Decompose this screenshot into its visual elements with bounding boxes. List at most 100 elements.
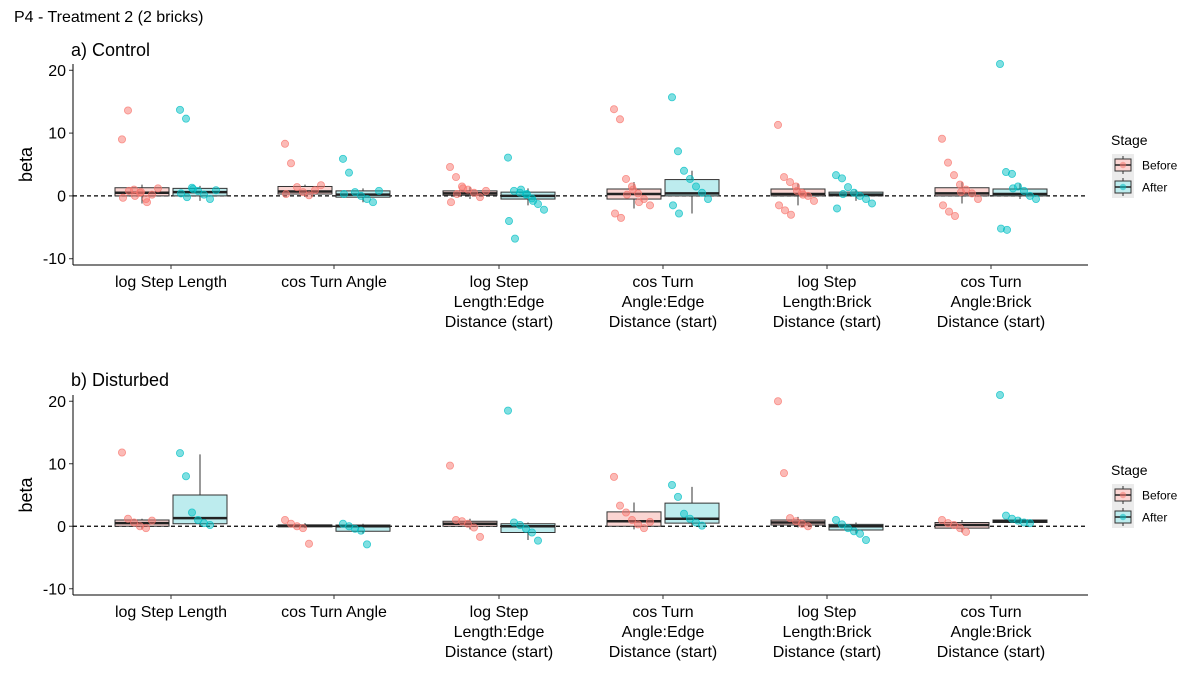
x-tick-label: log Step Length:Brick Distance (start) bbox=[773, 604, 881, 661]
data-point bbox=[698, 521, 707, 530]
data-point bbox=[610, 105, 619, 114]
data-point bbox=[622, 508, 631, 517]
data-point bbox=[504, 217, 513, 226]
data-point bbox=[281, 190, 290, 199]
data-point bbox=[374, 186, 383, 195]
data-point bbox=[646, 517, 655, 526]
data-point bbox=[680, 166, 689, 175]
data-point bbox=[1008, 169, 1017, 178]
data-point bbox=[124, 514, 133, 523]
legend-label: Before bbox=[1142, 489, 1178, 503]
data-point bbox=[463, 519, 472, 528]
data-point bbox=[503, 153, 512, 162]
data-point bbox=[510, 234, 519, 243]
data-point bbox=[475, 532, 484, 541]
data-point bbox=[124, 106, 133, 115]
x-tick-label: log Step Length bbox=[115, 274, 227, 291]
data-point bbox=[182, 193, 191, 202]
data-point bbox=[316, 181, 325, 190]
data-point bbox=[153, 184, 162, 193]
data-point bbox=[503, 406, 512, 415]
legend-label: Before bbox=[1142, 159, 1178, 173]
data-point bbox=[136, 188, 145, 197]
data-point bbox=[698, 188, 707, 197]
data-point bbox=[635, 198, 644, 207]
data-point bbox=[130, 191, 139, 200]
legend-key-point bbox=[1119, 513, 1127, 521]
data-point bbox=[523, 190, 532, 199]
data-point bbox=[862, 536, 871, 545]
data-point bbox=[141, 524, 150, 533]
data-point bbox=[692, 182, 701, 191]
y-axis-label: beta bbox=[16, 477, 36, 513]
data-point bbox=[610, 472, 619, 481]
data-point bbox=[339, 190, 348, 199]
x-tick-label: cos Turn Angle:Brick Distance (start) bbox=[937, 604, 1045, 661]
legend: Stage Before After bbox=[1111, 462, 1178, 528]
data-point bbox=[445, 461, 454, 470]
data-point bbox=[675, 209, 684, 218]
data-point bbox=[793, 186, 802, 195]
data-point bbox=[939, 201, 948, 210]
y-tick-label: 10 bbox=[48, 126, 66, 143]
legend-key-before bbox=[1112, 484, 1134, 506]
data-point bbox=[839, 190, 848, 199]
x-tick-label: log Step Length:Edge Distance (start) bbox=[445, 604, 553, 661]
data-point bbox=[786, 178, 795, 187]
data-point bbox=[304, 191, 313, 200]
data-point bbox=[280, 139, 289, 148]
y-tick-label: 0 bbox=[57, 519, 66, 536]
legend-title: Stage bbox=[1111, 462, 1148, 478]
data-point bbox=[211, 186, 220, 195]
data-point bbox=[775, 201, 784, 210]
data-point bbox=[529, 196, 538, 205]
data-point bbox=[838, 174, 847, 183]
data-point bbox=[957, 188, 966, 197]
data-point bbox=[142, 198, 151, 207]
data-point bbox=[674, 147, 683, 156]
figure-title: P4 - Treatment 2 (2 bricks) bbox=[14, 9, 203, 26]
data-point bbox=[350, 188, 359, 197]
data-point bbox=[368, 198, 377, 207]
data-point bbox=[629, 185, 638, 194]
data-point bbox=[517, 185, 526, 194]
data-point bbox=[787, 210, 796, 219]
legend-title: Stage bbox=[1111, 132, 1148, 148]
series-after bbox=[172, 390, 1048, 549]
data-point bbox=[996, 390, 1005, 399]
y-tick-label: 20 bbox=[48, 394, 66, 411]
data-point bbox=[310, 186, 319, 195]
data-point bbox=[292, 183, 301, 192]
y-tick-label: -10 bbox=[43, 581, 66, 598]
data-point bbox=[956, 524, 965, 533]
data-point bbox=[175, 105, 184, 114]
data-point bbox=[674, 492, 683, 501]
data-point bbox=[187, 508, 196, 517]
data-point bbox=[962, 527, 971, 536]
data-point bbox=[534, 536, 543, 545]
data-point bbox=[832, 516, 841, 525]
data-point bbox=[945, 207, 954, 216]
x-tick-label: cos Turn Angle:Brick Distance (start) bbox=[937, 274, 1045, 331]
data-point bbox=[356, 526, 365, 535]
data-point bbox=[469, 188, 478, 197]
data-point bbox=[1026, 519, 1035, 528]
data-point bbox=[362, 540, 371, 549]
data-point bbox=[996, 60, 1005, 69]
data-point bbox=[338, 154, 347, 163]
panel-disturbed: b) Disturbed beta -10 0 10 20 log Step Length c… bbox=[16, 370, 1178, 661]
data-point bbox=[868, 199, 877, 208]
panels: a) Control beta -10 0 10 20 log Step Length cos… bbox=[16, 40, 1178, 661]
x-tick-label: log Step Length bbox=[115, 604, 227, 621]
data-point bbox=[844, 183, 853, 192]
series-after bbox=[172, 60, 1048, 243]
data-point bbox=[668, 93, 677, 102]
y-axis-label: beta bbox=[16, 146, 36, 182]
legend-key-after bbox=[1112, 506, 1134, 528]
data-point bbox=[944, 158, 953, 167]
data-point bbox=[1009, 184, 1018, 193]
data-point bbox=[617, 213, 626, 222]
data-point bbox=[680, 509, 689, 518]
series-before bbox=[114, 397, 990, 548]
